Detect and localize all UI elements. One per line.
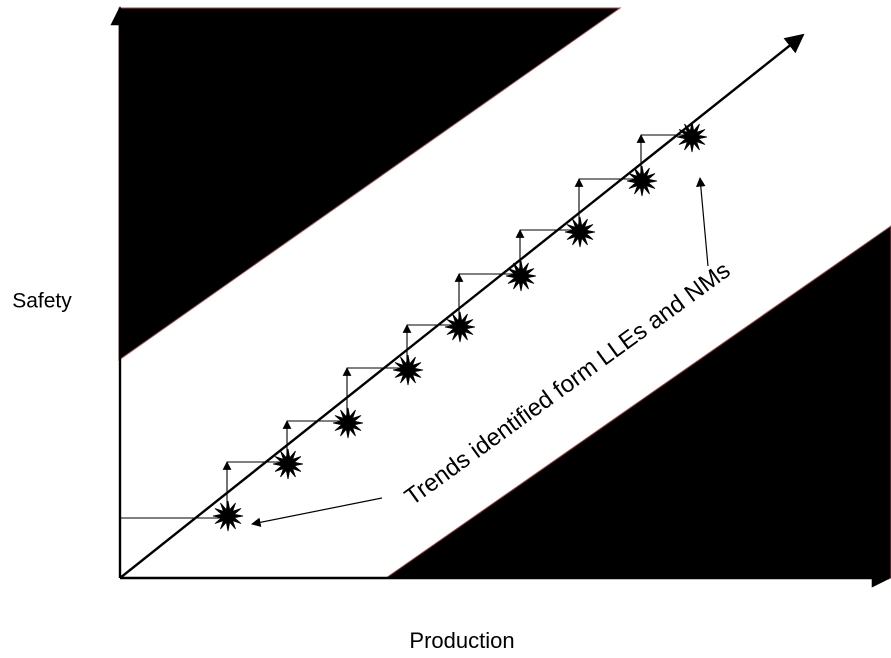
- trend-arrow: [119, 33, 805, 579]
- bankruptcy-zone: [118, 7, 622, 361]
- catastrophe-zone: [384, 225, 891, 579]
- starburst-marker-9: [676, 121, 708, 153]
- starburst-marker-2: [272, 448, 304, 480]
- marker-group: [212, 121, 708, 532]
- starburst-marker-3: [332, 407, 364, 439]
- starburst-marker-4: [392, 354, 424, 386]
- x-axis-label: Production: [409, 628, 514, 653]
- starburst-marker-6: [505, 260, 537, 292]
- starburst-marker-7: [564, 216, 596, 248]
- starburst-marker-8: [626, 165, 658, 197]
- starburst-marker-5: [444, 311, 476, 343]
- starburst-marker-1: [212, 500, 244, 532]
- pointer-to-first-marker: [251, 497, 383, 528]
- pointer-to-last-marker: [696, 177, 709, 267]
- y-axis-label: Safety: [12, 290, 72, 313]
